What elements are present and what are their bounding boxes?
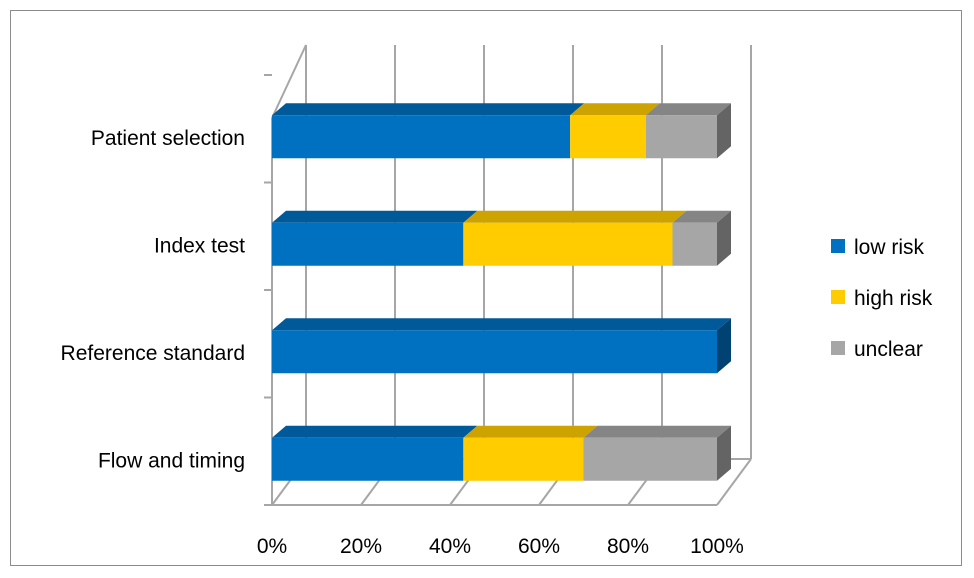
x-tick-label: 100%: [690, 535, 744, 558]
bar-front-face: [272, 330, 717, 374]
bar-top-face: [272, 425, 478, 438]
x-tick-label: 20%: [340, 535, 382, 558]
bar-segment: [463, 425, 598, 481]
legend-item: unclear: [831, 338, 923, 361]
legend: low risk high risk unclear: [831, 236, 933, 361]
bar-front-face: [583, 437, 717, 481]
legend-label: high risk: [854, 287, 933, 310]
bar-segment: [272, 425, 478, 481]
bar-segment: [463, 210, 687, 266]
left-wall-top-edge: [271, 44, 307, 119]
legend-label: low risk: [854, 236, 925, 259]
legend-item: low risk: [831, 236, 925, 259]
legend-swatch: [831, 290, 845, 304]
bar-front-face: [272, 222, 464, 266]
bar-front-face: [272, 437, 464, 481]
floor-gridline: [716, 458, 752, 506]
bar-top-face: [463, 425, 598, 438]
bar-segment: [272, 103, 585, 159]
bar-segment: [272, 210, 478, 266]
bar-top-face: [463, 210, 687, 223]
bar-top-face: [672, 210, 731, 223]
x-axis-ticks: 0% 20% 40% 60% 80% 100%: [257, 535, 744, 558]
bar-top-face: [272, 318, 731, 331]
legend-item: high risk: [831, 287, 933, 310]
bar-front-face: [570, 115, 646, 159]
category-label: Flow and timing: [98, 449, 245, 472]
x-tick-label: 80%: [607, 535, 649, 558]
bar-side-face: [717, 210, 731, 266]
category-label: Patient selection: [91, 127, 245, 150]
bar-top-face: [645, 103, 731, 116]
bar-top-face: [583, 425, 731, 438]
bar-side-face: [717, 103, 731, 159]
bar-front-face: [672, 222, 717, 266]
category-label: Reference standard: [61, 342, 245, 365]
bar-side-face: [717, 425, 731, 481]
bar-top-face: [272, 210, 478, 223]
category-label: Index test: [154, 234, 245, 257]
bar-segment: [272, 318, 731, 374]
category-labels: Patient selection Index test Reference sta…: [61, 127, 246, 473]
bar-front-face: [645, 115, 717, 159]
x-tick-label: 60%: [518, 535, 560, 558]
bar-segment: [672, 210, 731, 266]
legend-swatch: [831, 239, 845, 253]
x-tick-label: 0%: [257, 535, 287, 558]
bar-top-face: [272, 103, 585, 116]
x-tick-label: 40%: [429, 535, 471, 558]
bar-segment: [583, 425, 731, 481]
legend-swatch: [831, 341, 845, 355]
bar-segment: [570, 103, 660, 159]
bar-front-face: [272, 115, 571, 159]
chart-bars: [272, 103, 731, 481]
bar-segment: [645, 103, 731, 159]
bar-front-face: [463, 437, 584, 481]
bar-top-face: [570, 103, 660, 116]
legend-label: unclear: [854, 338, 923, 361]
bar-front-face: [463, 222, 673, 266]
bar-side-face: [717, 318, 731, 374]
